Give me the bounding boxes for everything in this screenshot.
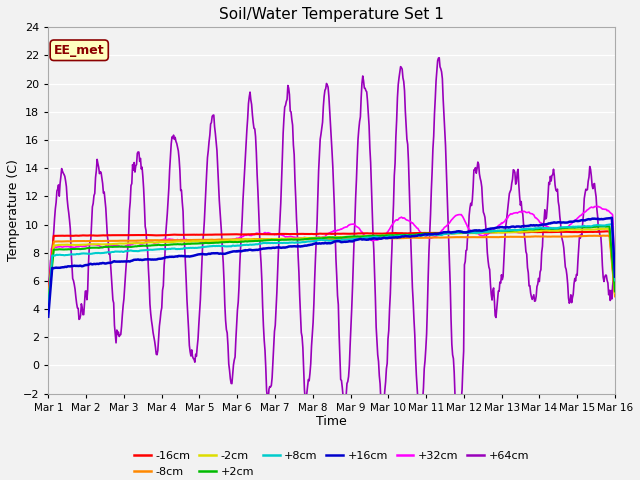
Line: -2cm: -2cm [48,229,615,301]
+8cm [170,246,178,252]
+64cm [54,182,62,188]
+32cm [611,269,619,275]
+2cm [611,288,619,294]
-8cm [54,239,62,244]
-16cm [200,232,208,238]
+32cm [401,215,408,221]
-16cm [54,233,62,239]
Line: +2cm: +2cm [48,227,615,304]
+64cm [200,219,208,225]
+16cm [200,252,208,257]
-8cm [417,235,425,240]
-2cm [44,299,52,304]
Line: +8cm: +8cm [48,224,615,311]
+8cm [401,233,408,239]
+32cm [113,242,121,248]
+2cm [170,241,178,247]
+8cm [611,277,619,283]
-2cm [54,242,62,248]
+64cm [435,55,443,60]
+16cm [611,274,619,279]
Title: Soil/Water Temperature Set 1: Soil/Water Temperature Set 1 [219,7,444,22]
+2cm [200,240,208,246]
+2cm [54,247,62,252]
Y-axis label: Temperature (C): Temperature (C) [7,159,20,262]
-16cm [417,230,425,236]
-8cm [611,293,619,299]
+2cm [417,231,425,237]
Legend: -16cm, -8cm, -2cm, +2cm, +8cm, +16cm, +32cm, +64cm: -16cm, -8cm, -2cm, +2cm, +8cm, +16cm, +3… [130,447,533,480]
+2cm [605,224,613,229]
-8cm [113,238,121,244]
Line: +16cm: +16cm [48,218,615,317]
+64cm [340,398,348,404]
+16cm [113,259,121,264]
+64cm [401,108,409,114]
-16cm [401,230,408,236]
+2cm [44,301,52,307]
+8cm [44,308,52,313]
+2cm [401,232,408,238]
+64cm [113,327,121,333]
+64cm [170,136,178,142]
+16cm [417,232,425,238]
-8cm [599,233,607,239]
-16cm [44,293,52,299]
+8cm [417,233,425,239]
-2cm [417,232,425,238]
+16cm [54,265,62,271]
+32cm [44,305,52,311]
+32cm [592,204,600,209]
+32cm [170,237,178,243]
-8cm [44,297,52,302]
-8cm [170,237,178,243]
-2cm [611,290,619,296]
-2cm [200,238,208,244]
+32cm [54,244,62,250]
-16cm [113,232,121,238]
+8cm [608,221,616,227]
-2cm [113,241,121,247]
+64cm [44,289,52,295]
-8cm [200,237,208,243]
+16cm [170,254,178,260]
Line: +64cm: +64cm [48,58,615,401]
+8cm [54,252,62,258]
-16cm [611,291,619,297]
-2cm [170,239,178,245]
Line: -8cm: -8cm [48,236,615,300]
+8cm [113,249,121,254]
-16cm [602,228,610,234]
+64cm [611,258,619,264]
+32cm [417,229,425,235]
-8cm [401,235,408,241]
-16cm [170,232,178,238]
Line: -16cm: -16cm [48,231,615,296]
+16cm [401,233,408,239]
+8cm [200,244,208,250]
+64cm [418,398,426,404]
Text: EE_met: EE_met [54,44,104,57]
+16cm [44,314,52,320]
-2cm [599,226,607,232]
+32cm [200,240,208,246]
+2cm [113,244,121,250]
Line: +32cm: +32cm [48,206,615,308]
+16cm [608,215,616,221]
-2cm [401,232,408,238]
X-axis label: Time: Time [316,415,347,429]
